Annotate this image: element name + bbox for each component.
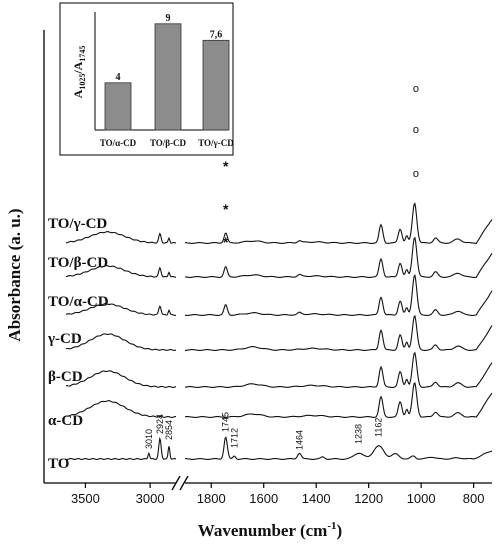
series-label-5: TO/β-CD [48,255,108,271]
series-line-4-left [65,303,177,316]
inset-category-label-2: TO/γ-CD [198,138,234,148]
star-marker-0: * [223,158,229,174]
x-axis-label-main: Wavenumber (cm [198,521,328,540]
x-tick-label-1400: 1400 [302,491,331,506]
series-line-1-right [184,382,493,418]
y-axis-label: Absorbance (a. u.) [5,208,24,341]
peak-markers: * * * o o o [223,83,419,250]
x-ticks: 3500 3000 1800 1600 1400 1200 1000 800 [71,483,485,506]
axis-break-mark [171,475,189,491]
inset-y-label: A1025/A1745 [71,46,87,99]
x-tick-label-1600: 1600 [249,491,278,506]
inset-bar-0 [104,82,132,131]
peak-label-1238: 1238 [354,424,364,444]
series-line-5-left [65,265,177,278]
peak-label-1745: 1745 [221,412,231,432]
peak-label-1464: 1464 [294,430,304,450]
spectra-group [65,202,493,460]
series-line-0-right [185,436,493,460]
series-line-5-right [184,236,493,278]
x-tick-label-1200: 1200 [354,491,383,506]
inset-y-label-mid: /A [71,61,85,74]
series-label-1: α-CD [48,413,83,429]
inset-category-label-0: TO/α-CD [100,138,137,148]
series-label-6: TO/γ-CD [48,216,107,232]
series-line-0-left [65,436,177,460]
inset-y-label-sub2: 1745 [78,46,87,62]
x-axis-label-sup: -1 [327,520,336,532]
inset-value-label-1: 9 [166,13,171,24]
inset-y-label-sub1: 1025 [78,74,87,90]
x-tick-label-3500: 3500 [71,491,100,506]
peak-label-3010: 3010 [144,429,154,449]
x-axis-label: Wavenumber (cm-1) [198,520,342,540]
series-label-0: TO [48,456,69,472]
series-label-4: TO/α-CD [48,294,109,310]
inset-value-label-0: 4 [116,72,121,83]
inset-category-label-1: TO/β-CD [150,138,187,148]
x-tick-label-1000: 1000 [407,491,436,506]
inset-bar-1 [154,23,182,131]
series-line-2-left [66,370,177,388]
series-label-2: β-CD [48,369,83,385]
peak-label-2854: 2854 [164,420,174,440]
peak-label-1162: 1162 [374,418,384,437]
series-line-3-right [185,314,493,351]
inset-bars: 4 TO/α-CD 9 TO/β-CD 7,6 TO/γ-CD [100,13,234,148]
circle-marker-1: o [413,124,419,136]
series-line-6-left [66,231,177,244]
inset-bar-chart: 4 TO/α-CD 9 TO/β-CD 7,6 TO/γ-CD A1025/A1745 [59,2,234,156]
series-line-2-right [184,351,493,388]
inset-value-label-2: 7,6 [210,29,223,40]
star-marker-1: * [223,201,229,217]
peak-label-2924: 2924 [155,414,165,434]
circle-marker-0: o [413,83,419,95]
inset-y-label-a: A [71,89,85,98]
series-label-3: γ-CD [47,331,82,347]
series-line-3-left [65,333,177,351]
x-tick-label-800: 800 [463,491,485,506]
circle-marker-2: o [413,168,419,180]
x-tick-label-3000: 3000 [136,491,165,506]
x-tick-label-1800: 1800 [197,491,226,506]
inset-bar-2 [202,39,230,131]
series-line-6-right [184,202,493,244]
x-axis-label-end: ) [337,521,343,540]
series-labels: TO α-CD β-CD γ-CD TO/α-CD TO/β-CD TO/γ-CD [47,216,109,472]
series-line-4-right [184,274,493,316]
star-marker-2: * [223,234,229,250]
series-line-1-left [65,400,176,418]
peak-label-1712: 1712 [229,428,239,448]
